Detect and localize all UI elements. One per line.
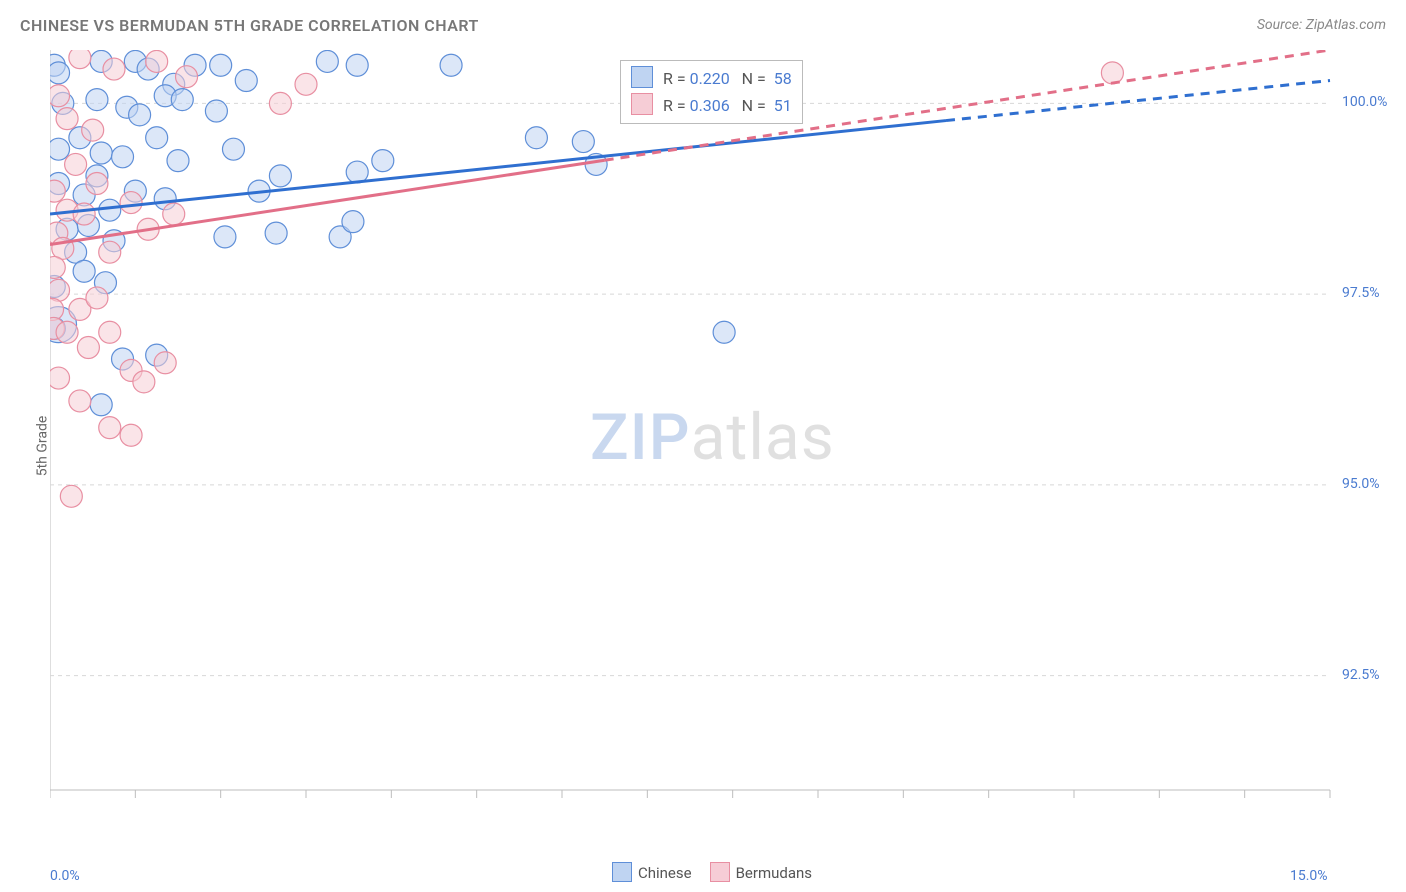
legend-label: Bermudans [736,864,812,882]
y-tick-label: 95.0% [1342,476,1380,492]
legend-swatch [612,862,632,882]
stats-row: R = 0.220 N = 58 [631,65,792,92]
chart-source: Source: ZipAtlas.com [1257,17,1386,33]
y-tick-label: 92.5% [1342,667,1380,683]
legend-swatch [710,862,730,882]
correlation-stats-box: R = 0.220 N = 58R = 0.306 N = 51 [620,60,803,124]
stats-r-value: 0.220 [690,69,730,88]
y-tick-label: 97.5% [1342,285,1380,301]
stats-n-value: 51 [770,96,792,115]
stats-swatch [631,66,653,88]
chart-title: CHINESE VS BERMUDAN 5TH GRADE CORRELATIO… [20,16,479,35]
y-axis-label: 5th Grade [34,416,50,477]
stats-swatch [631,93,653,115]
stats-row: R = 0.306 N = 51 [631,92,792,119]
source-name: ZipAtlas.com [1306,17,1386,33]
y-tick-label: 100.0% [1342,94,1387,110]
source-prefix: Source: [1257,17,1306,33]
chart-svg [50,50,1380,820]
stats-r-value: 0.306 [690,96,730,115]
legend-label: Chinese [638,864,692,882]
chart-header: CHINESE VS BERMUDAN 5TH GRADE CORRELATIO… [0,0,1406,50]
chart-legend: Chinese Bermudans [0,862,1406,882]
chart-plot-area: ZIPatlas R = 0.220 N = 58R = 0.306 N = 5… [50,50,1380,820]
stats-n-value: 58 [770,69,792,88]
